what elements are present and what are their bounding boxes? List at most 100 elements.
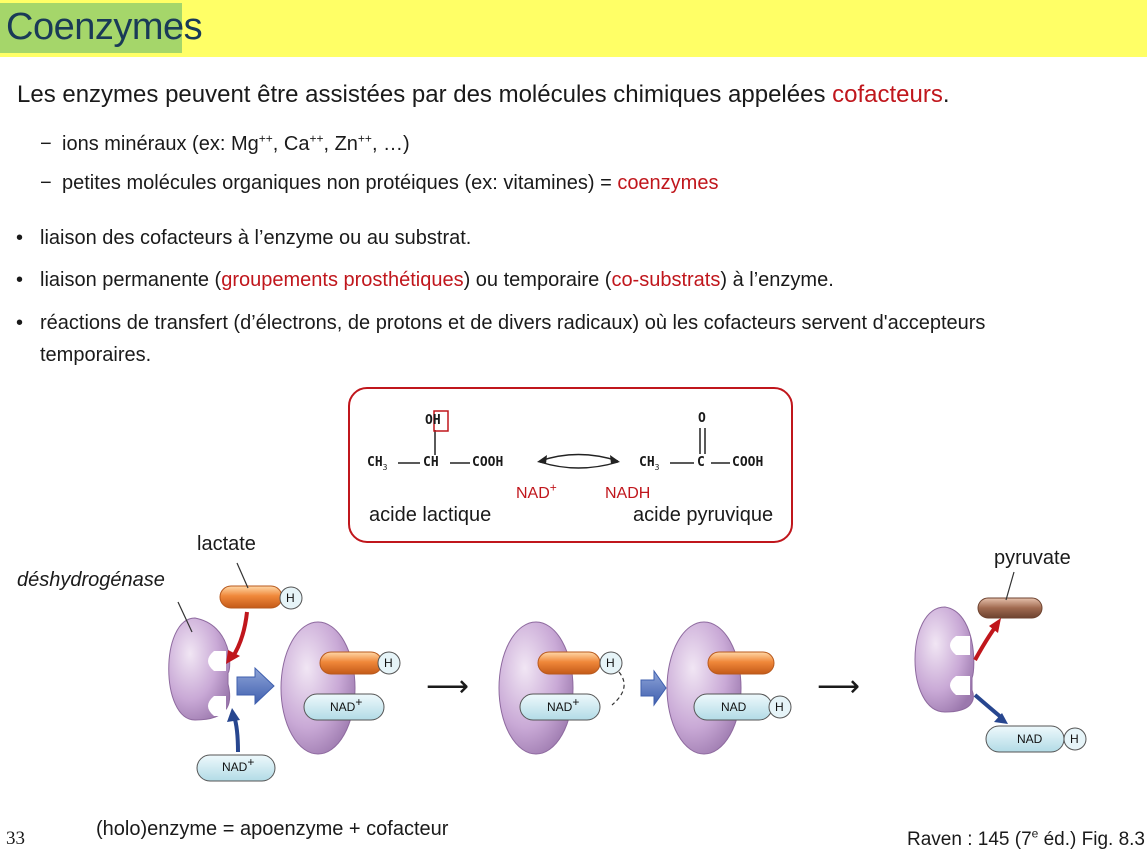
page-number: 33 (6, 828, 25, 849)
enzyme-shape (666, 621, 742, 755)
enzyme-site (950, 676, 970, 695)
pyruvic-o: O (698, 411, 706, 426)
nad-sup: + (572, 695, 580, 709)
title-highlight (0, 3, 182, 53)
enzyme-shape (498, 621, 574, 755)
acide-pyruvique-label: acide pyruvique (633, 504, 774, 526)
lactic-oh: OH (425, 413, 441, 428)
enzyme-site (208, 651, 226, 671)
nad-plus-pill-label: NAD+ (222, 756, 254, 774)
pyruvic-cooh: COOH (732, 455, 764, 470)
hydrogen-label: H (775, 700, 784, 714)
deshydrogenase-label: déshydrogénase (17, 569, 165, 591)
step-arrow: ⟶ (426, 670, 470, 703)
pointer-line (1005, 571, 1015, 601)
nad-pill-label: NAD (721, 700, 747, 714)
charge-sup: ++ (357, 131, 372, 146)
nad-text: NAD (330, 700, 356, 714)
transfer-dashed-line (611, 671, 625, 706)
lactate-pill (219, 585, 283, 609)
nad-pill-label: NAD (1017, 732, 1043, 746)
pyruvic-c: C (697, 455, 705, 470)
bullet-text: liaison des cofacteurs à l’enzyme ou au … (40, 227, 472, 249)
pyruvate-pill (977, 597, 1043, 619)
hydrogen-circle (377, 651, 401, 675)
bullet-line: réactions de transfert (d’électrons, de … (40, 312, 986, 334)
source-text: éd.) Fig. 8.3 (1038, 829, 1145, 850)
pointer-line (177, 601, 193, 633)
dash-text: , Ca (272, 133, 310, 155)
enzyme-site (208, 696, 226, 716)
nad-sup: + (247, 755, 255, 769)
nad-pill (519, 693, 601, 721)
bullet-part: liaison permanente ( (40, 269, 222, 291)
lactate-pill (707, 651, 775, 675)
dash-text: , …) (371, 133, 410, 155)
nad-sup: + (355, 695, 363, 709)
bullet-part: ) ou temporaire ( (463, 269, 612, 291)
hydrogen-label: H (384, 656, 393, 670)
chem-subscript: 3 (382, 463, 388, 472)
title-band (0, 0, 1147, 57)
dash-marker: − (40, 172, 52, 194)
source-citation: Raven : 145 (7e éd.) Fig. 8.3 (907, 826, 1145, 851)
arrowhead (994, 713, 1008, 724)
intro-text: Les enzymes peuvent être assistées par d… (17, 80, 950, 110)
nad-pill (303, 693, 385, 721)
reaction-box (348, 387, 793, 543)
nad-pill (196, 754, 276, 782)
arrowhead (227, 708, 240, 722)
dash-text: ions minéraux (ex: Mg (62, 133, 259, 155)
source-sup: e (1031, 826, 1039, 841)
bullet-part: ) à l’enzyme. (720, 269, 834, 291)
hydrogen-circle (1063, 727, 1087, 751)
lactate-label: lactate (197, 533, 256, 555)
intro-before: Les enzymes peuvent être assistées par d… (17, 81, 833, 108)
arrowhead (226, 650, 240, 664)
enzyme-shape (280, 621, 356, 755)
dash-text: , Zn (323, 133, 358, 155)
hydrogen-circle (599, 651, 623, 675)
nad-plus-label: NAD+ (516, 482, 557, 503)
bullet-line: temporaires. (40, 344, 152, 366)
bullet-marker: • (16, 227, 24, 249)
acide-lactique-label: acide lactique (369, 504, 492, 526)
dash-marker: − (40, 133, 52, 155)
cosubstrate-highlight: co-substrats (611, 269, 721, 291)
nadh-label: NADH (605, 485, 651, 502)
lactate-pill (537, 651, 601, 675)
hydrogen-label: H (286, 591, 295, 605)
page-title: Coenzymes (6, 6, 203, 48)
coenzymes-highlight: coenzymes (617, 172, 719, 194)
bullet-marker: • (16, 269, 24, 291)
nad-text: NAD (222, 760, 248, 774)
intro-highlight: cofacteurs (832, 81, 943, 108)
chem-text: CH (367, 455, 383, 470)
prosthetic-highlight: groupements prosthétiques (221, 269, 464, 291)
pointer-line (236, 562, 249, 589)
nad-plus-pill-label: NAD+ (547, 696, 579, 714)
block-arrow (236, 666, 275, 706)
chem-subscript: 3 (654, 463, 660, 472)
nad-sup: + (549, 480, 557, 495)
reaction-arrow-reverse (539, 461, 619, 469)
source-text: Raven : 145 (7 (907, 829, 1032, 850)
lactate-pill (319, 651, 383, 675)
pyruvate-label: pyruvate (994, 547, 1071, 569)
bullet-text: réactions de transfert (d’électrons, de … (40, 307, 1100, 371)
hydrogen-label: H (606, 656, 615, 670)
block-arrow (640, 669, 667, 707)
holoenzyme-caption: (holo)enzyme = apoenzyme + cofacteur (96, 818, 449, 840)
intro-after: . (942, 81, 950, 108)
hydrogen-label: H (1070, 732, 1079, 746)
dash-item-ions: − ions minéraux (ex: Mg++, Ca++, Zn++, …) (40, 131, 410, 157)
enzyme-site (950, 636, 970, 655)
chem-text: CH (639, 455, 655, 470)
bullet-text: liaison permanente (groupements prosthét… (40, 264, 1100, 296)
charge-sup: ++ (258, 131, 273, 146)
bullet-marker: • (16, 312, 24, 334)
hydrogen-circle (768, 695, 792, 719)
nad-text: NAD (516, 485, 550, 502)
nad-plus-pill-label: NAD+ (330, 696, 362, 714)
